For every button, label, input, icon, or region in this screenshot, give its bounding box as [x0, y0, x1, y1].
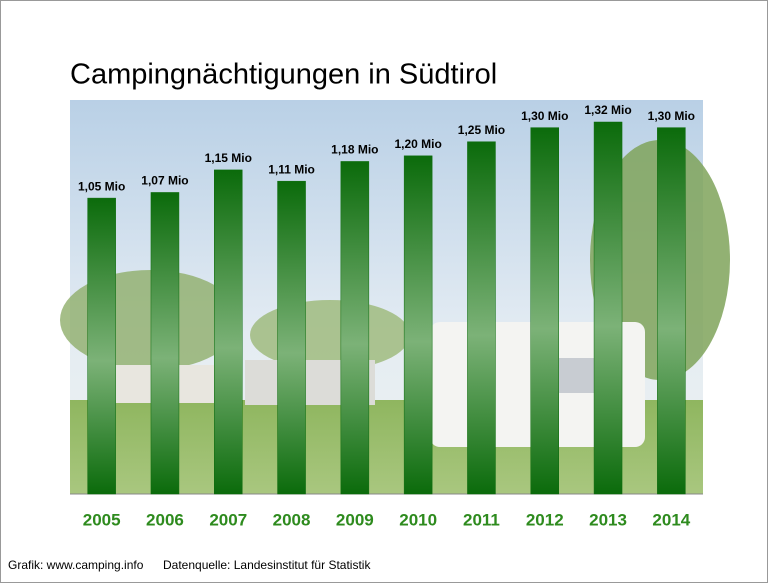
x-tick-label: 2012 [526, 510, 564, 529]
bar [530, 127, 559, 495]
footer-source: Datenquelle: Landesinstitut für Statisti… [163, 558, 371, 572]
value-label: 1,32 Mio [584, 103, 631, 117]
bar [657, 127, 686, 495]
x-tick-label: 2006 [146, 510, 184, 529]
x-tick-label: 2013 [589, 510, 627, 529]
value-label: 1,30 Mio [521, 109, 568, 123]
value-label: 1,07 Mio [141, 174, 188, 188]
x-tick-label: 2014 [652, 510, 690, 529]
value-label: 1,20 Mio [394, 137, 441, 151]
value-label: 1,15 Mio [205, 151, 252, 165]
value-label: 1,05 Mio [78, 179, 125, 193]
x-tick-label: 2007 [209, 510, 247, 529]
bar [150, 192, 180, 495]
bar [467, 141, 496, 495]
value-label: 1,30 Mio [648, 109, 695, 123]
value-label: 1,18 Mio [331, 143, 378, 157]
x-tick-label: 2011 [463, 510, 500, 529]
bar [593, 121, 623, 495]
bar [277, 180, 306, 495]
x-tick-label: 2008 [273, 510, 311, 529]
bar [403, 155, 433, 495]
x-tick-label: 2009 [336, 510, 374, 529]
value-label: 1,25 Mio [458, 123, 505, 137]
bar [340, 161, 370, 495]
bar [87, 197, 116, 495]
bar [214, 169, 243, 495]
footer-credit: Grafik: www.camping.info [8, 558, 144, 572]
x-tick-label: 2010 [399, 510, 437, 529]
x-tick-label: 2005 [83, 510, 121, 529]
value-label: 1,11 Mio [268, 162, 315, 176]
chart-title: Campingnächtigungen in Südtirol [70, 59, 497, 91]
